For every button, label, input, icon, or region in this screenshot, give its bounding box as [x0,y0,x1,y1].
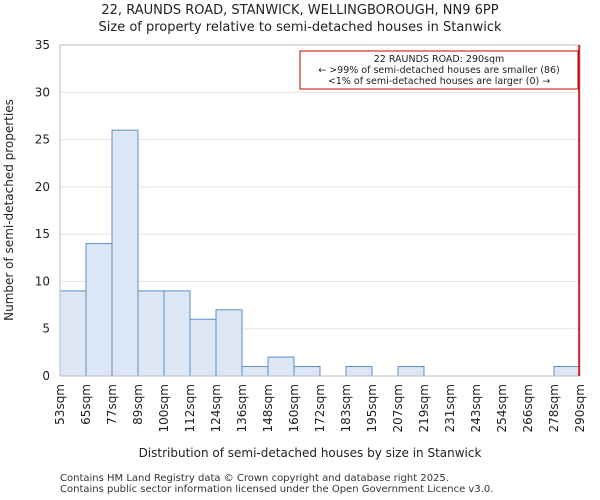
bars [59,129,581,377]
x-tick-label: 65sqm [79,384,93,425]
footer-copyright: Contains HM Land Registry data © Crown c… [60,473,449,484]
x-tick-label: 136sqm [235,384,249,432]
histogram-bar [553,366,581,377]
histogram-bar [85,243,113,377]
histogram-bar [163,290,191,377]
x-tick-label: 160sqm [287,384,301,432]
x-tick-label: 207sqm [391,384,405,432]
histogram-bar [397,366,425,377]
x-tick-label: 124sqm [209,384,223,432]
x-tick-label: 243sqm [469,384,483,432]
annotation-line3: <1% of semi-detached houses are larger (… [328,76,550,87]
x-tick-label: 53sqm [53,384,67,425]
chart-title-line1: 22, RAUNDS ROAD, STANWICK, WELLINGBOROUG… [101,3,498,18]
y-tick-label: 20 [35,180,50,194]
y-tick-label: 5 [42,322,50,336]
y-tick-label: 15 [35,227,50,241]
histogram-bar [293,366,321,377]
y-tick-label: 30 [35,85,50,99]
y-tick-label: 0 [42,369,50,383]
footer-licence: Contains public sector information licen… [60,484,494,495]
x-tick-label: 77sqm [105,384,119,425]
annotation-box: 22 RAUNDS ROAD: 290sqm ← >99% of semi-de… [299,50,579,90]
histogram-bar [215,309,243,377]
x-tick-label: 219sqm [417,384,431,432]
histogram-bar [137,290,165,377]
x-tick-label: 266sqm [521,384,535,432]
y-tick-label: 35 [35,38,50,52]
histogram-bar [345,366,373,377]
x-tick-label: 254sqm [495,384,509,432]
gridlines [60,91,580,330]
x-tick-label: 100sqm [157,384,171,432]
y-tick-label: 10 [35,274,50,288]
x-tick-label: 195sqm [365,384,379,432]
histogram-bar [189,318,217,377]
x-tick-label: 290sqm [573,384,587,432]
x-tick-label: 89sqm [131,384,145,425]
x-tick-label: 183sqm [339,384,353,432]
annotation-line1: 22 RAUNDS ROAD: 290sqm [374,54,505,65]
y-axis-label: Number of semi-detached properties [2,99,16,321]
histogram-bar [111,129,139,377]
plot-area-frame [59,44,581,377]
x-tick-label: 231sqm [443,384,457,432]
x-axis-label: Distribution of semi-detached houses by … [139,446,482,460]
chart-title-line2: Size of property relative to semi-detach… [99,20,502,35]
x-tick-label: 278sqm [547,384,561,432]
y-tick-labels: 0 5 10 15 20 25 30 35 [35,38,50,383]
histogram-bar [267,356,295,377]
x-tick-label: 148sqm [261,384,275,432]
y-tick-label: 25 [35,133,50,147]
histogram-bar [241,366,269,377]
x-tick-label: 172sqm [313,384,327,432]
histogram-bar [59,290,87,377]
x-tick-label: 112sqm [183,384,197,432]
annotation-line2: ← >99% of semi-detached houses are small… [318,65,560,76]
x-tick-labels: 53sqm 65sqm 77sqm 89sqm 100sqm 112sqm 124sqm 13… [53,384,587,432]
